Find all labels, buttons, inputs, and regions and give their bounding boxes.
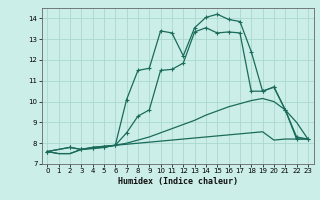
X-axis label: Humidex (Indice chaleur): Humidex (Indice chaleur) bbox=[118, 177, 237, 186]
